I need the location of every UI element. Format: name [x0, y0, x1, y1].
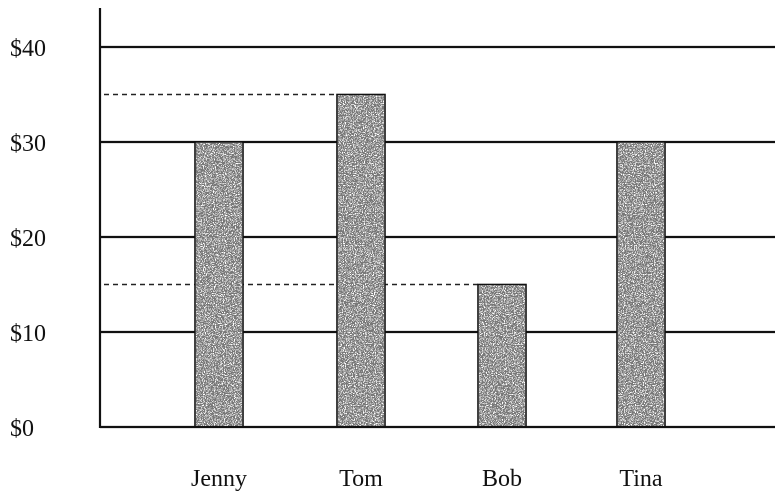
bar-texture: [479, 285, 525, 426]
y-tick-label: $10: [10, 321, 46, 347]
bar-bob: [477, 283, 527, 428]
y-tick-labels: $0 $10 $20 $30 $40: [10, 36, 46, 442]
x-tick-label: Jenny: [191, 466, 247, 492]
category-labels: Jenny Tom Bob Tina: [191, 466, 663, 492]
y-tick-label: $30: [10, 131, 46, 157]
bars: [194, 93, 666, 428]
reference-lines: [104, 93, 478, 286]
bar-texture: [338, 95, 384, 426]
axes: [98, 8, 775, 429]
x-tick-label: Bob: [482, 466, 522, 492]
x-tick-label: Tina: [619, 466, 662, 492]
y-tick-label: $0: [10, 416, 34, 442]
y-tick-label: $20: [10, 226, 46, 252]
bar-jenny: [194, 141, 244, 428]
bar-texture: [196, 143, 242, 426]
bar-tina: [616, 141, 666, 428]
y-tick-label: $40: [10, 36, 46, 62]
bar-texture: [618, 143, 664, 426]
bar-tom: [336, 93, 386, 428]
x-tick-label: Tom: [339, 466, 383, 492]
